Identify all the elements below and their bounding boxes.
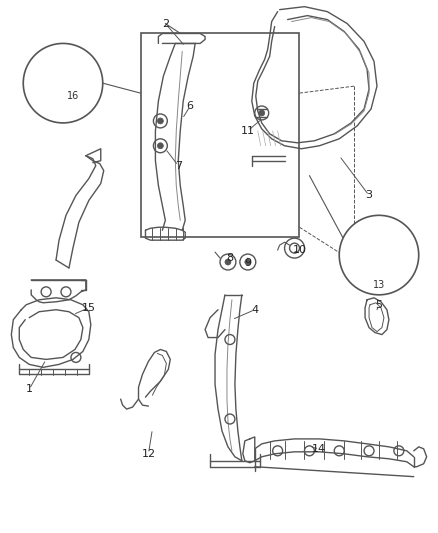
Circle shape [23, 43, 103, 123]
Text: 4: 4 [251, 305, 258, 314]
FancyBboxPatch shape [141, 34, 300, 237]
Text: 11: 11 [241, 126, 255, 136]
Text: 9: 9 [244, 258, 251, 268]
Circle shape [245, 259, 251, 265]
Text: 6: 6 [187, 101, 194, 111]
Text: 2: 2 [162, 19, 169, 29]
Text: 1: 1 [26, 384, 33, 394]
Circle shape [157, 118, 163, 124]
Text: 10: 10 [293, 245, 307, 255]
Circle shape [225, 259, 231, 265]
Text: 8: 8 [226, 253, 233, 263]
Text: 3: 3 [366, 190, 373, 200]
Text: 15: 15 [82, 303, 96, 313]
Text: 12: 12 [141, 449, 155, 459]
Text: 13: 13 [373, 280, 385, 290]
Text: 7: 7 [175, 160, 182, 171]
Circle shape [259, 110, 265, 116]
Text: 14: 14 [312, 444, 326, 454]
Text: 5: 5 [375, 300, 382, 310]
Text: 16: 16 [67, 91, 79, 101]
Circle shape [339, 215, 419, 295]
Circle shape [157, 143, 163, 149]
